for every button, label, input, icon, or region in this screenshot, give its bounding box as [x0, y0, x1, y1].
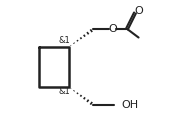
Text: O: O — [134, 6, 143, 16]
Text: OH: OH — [121, 100, 138, 109]
Text: &1: &1 — [59, 87, 71, 96]
Text: O: O — [108, 25, 117, 34]
Text: &1: &1 — [59, 36, 71, 45]
